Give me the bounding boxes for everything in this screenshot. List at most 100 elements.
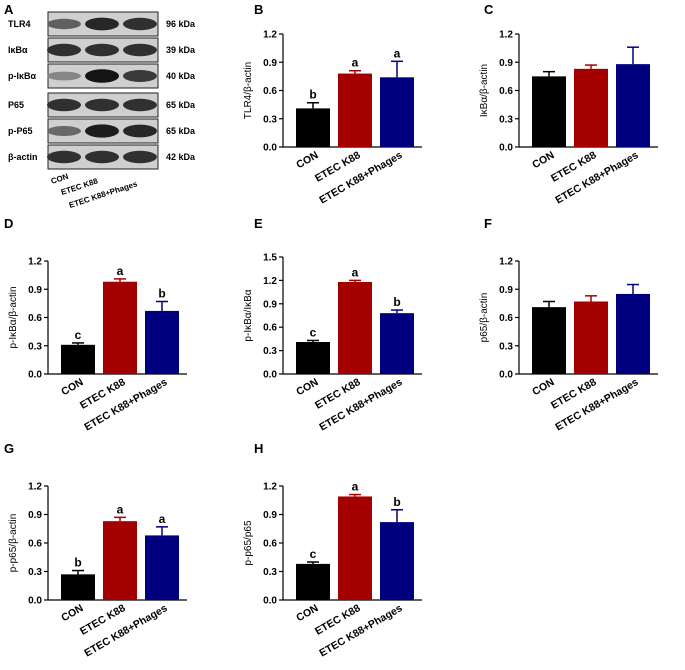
blot-band bbox=[123, 70, 157, 82]
blot-band bbox=[47, 98, 81, 112]
blot-band bbox=[123, 150, 157, 164]
bar bbox=[616, 293, 650, 374]
blot-kda-label: 65 kDa bbox=[166, 100, 196, 110]
significance-letter: b bbox=[74, 556, 81, 570]
y-tick-label: 1.2 bbox=[263, 30, 277, 41]
y-tick-label: 0.0 bbox=[28, 370, 42, 381]
blot-band bbox=[85, 98, 119, 112]
significance-letter: c bbox=[75, 328, 82, 342]
bar bbox=[145, 535, 179, 600]
significance-letter: a bbox=[117, 264, 124, 278]
blot-lane-label: CON bbox=[50, 172, 70, 186]
y-tick-label: 0.9 bbox=[263, 510, 277, 521]
y-tick-label: 0.6 bbox=[499, 313, 513, 324]
western-blot-panel: A TLR4 96 kDa IκBα 39 kDa p-IκBα 40 kDa P65 65 … bbox=[4, 2, 196, 210]
y-axis-label: p-p65/β-actin bbox=[8, 514, 19, 573]
blot-band bbox=[85, 17, 119, 31]
x-category-label: CON bbox=[294, 376, 320, 398]
bar bbox=[532, 307, 566, 374]
significance-letter: c bbox=[310, 325, 317, 339]
blot-kda-label: 40 kDa bbox=[166, 71, 196, 81]
y-tick-label: 0.3 bbox=[499, 341, 513, 352]
bar bbox=[574, 301, 608, 374]
significance-letter: b bbox=[393, 495, 400, 509]
bar bbox=[380, 313, 414, 374]
blot-protein-label: p-IκBα bbox=[8, 71, 37, 81]
y-tick-label: 0.9 bbox=[263, 299, 277, 310]
blot-band bbox=[85, 124, 119, 138]
blot-row: p-P65 65 kDa bbox=[8, 118, 196, 144]
bar bbox=[338, 281, 372, 374]
blot-row: β-actin 42 kDa bbox=[8, 144, 196, 170]
significance-letter: c bbox=[310, 547, 317, 561]
blot-band bbox=[123, 17, 157, 31]
blot-band bbox=[47, 71, 81, 81]
y-axis-label: p65/β-actin bbox=[479, 293, 490, 343]
y-tick-label: 0.0 bbox=[263, 370, 277, 381]
y-axis-label: p-IκBα/IκBα bbox=[243, 289, 254, 341]
panel-letter: E bbox=[254, 216, 263, 231]
significance-letter: a bbox=[159, 512, 166, 526]
blot-kda-label: 39 kDa bbox=[166, 45, 196, 55]
blot-kda-label: 65 kDa bbox=[166, 126, 196, 136]
y-tick-label: 1.2 bbox=[499, 30, 513, 41]
bar bbox=[296, 563, 330, 600]
blot-band bbox=[47, 126, 81, 136]
panel-letter: F bbox=[484, 216, 492, 231]
y-axis-label: TLR4/β-actin bbox=[243, 62, 254, 119]
y-axis-label: p-p65/p65 bbox=[243, 520, 254, 565]
blot-protein-label: β-actin bbox=[8, 152, 38, 162]
bar bbox=[296, 108, 330, 147]
bar bbox=[103, 521, 137, 600]
x-category-label: CON bbox=[59, 602, 85, 624]
bar-chart-e: E0.00.30.60.91.21.5p-IκBα/IκBα cCONaETEC … bbox=[243, 216, 422, 433]
bar bbox=[380, 522, 414, 600]
blot-band bbox=[47, 43, 81, 57]
y-tick-label: 0.9 bbox=[28, 510, 42, 521]
x-category-label: CON bbox=[59, 376, 85, 398]
y-tick-label: 1.2 bbox=[28, 482, 42, 493]
blot-protein-label: IκBα bbox=[8, 45, 28, 55]
y-tick-label: 0.6 bbox=[28, 313, 42, 324]
panel-letter: G bbox=[4, 441, 14, 456]
significance-letter: a bbox=[352, 480, 359, 494]
blot-band bbox=[85, 43, 119, 57]
y-tick-label: 0.0 bbox=[499, 143, 513, 154]
blot-band bbox=[123, 43, 157, 57]
y-tick-label: 0.6 bbox=[263, 323, 277, 334]
y-tick-label: 0.3 bbox=[263, 114, 277, 125]
blot-row: IκBα 39 kDa bbox=[8, 37, 196, 63]
y-tick-label: 0.0 bbox=[263, 143, 277, 154]
blot-row: P65 65 kDa bbox=[8, 92, 196, 118]
bar bbox=[61, 344, 95, 374]
y-tick-label: 0.0 bbox=[263, 596, 277, 607]
blot-kda-label: 42 kDa bbox=[166, 152, 196, 162]
blot-row: p-IκBα 40 kDa bbox=[8, 63, 196, 89]
bar bbox=[574, 68, 608, 147]
significance-letter: a bbox=[394, 46, 401, 60]
bar bbox=[338, 496, 372, 600]
y-tick-label: 1.5 bbox=[263, 253, 277, 264]
panel-letter: H bbox=[254, 441, 263, 456]
y-tick-label: 0.6 bbox=[263, 539, 277, 550]
y-tick-label: 0.9 bbox=[499, 58, 513, 69]
blot-band bbox=[85, 69, 119, 83]
bar bbox=[380, 77, 414, 147]
blot-protein-label: p-P65 bbox=[8, 126, 33, 136]
blot-protein-label: P65 bbox=[8, 100, 24, 110]
significance-letter: a bbox=[117, 502, 124, 516]
y-tick-label: 0.3 bbox=[28, 567, 42, 578]
x-category-label: CON bbox=[530, 149, 556, 171]
y-tick-label: 1.2 bbox=[263, 482, 277, 493]
y-tick-label: 0.3 bbox=[263, 346, 277, 357]
panel-letter-a: A bbox=[4, 2, 14, 17]
significance-letter: b bbox=[309, 88, 316, 102]
y-tick-label: 0.0 bbox=[28, 596, 42, 607]
x-category-label: CON bbox=[294, 602, 320, 624]
